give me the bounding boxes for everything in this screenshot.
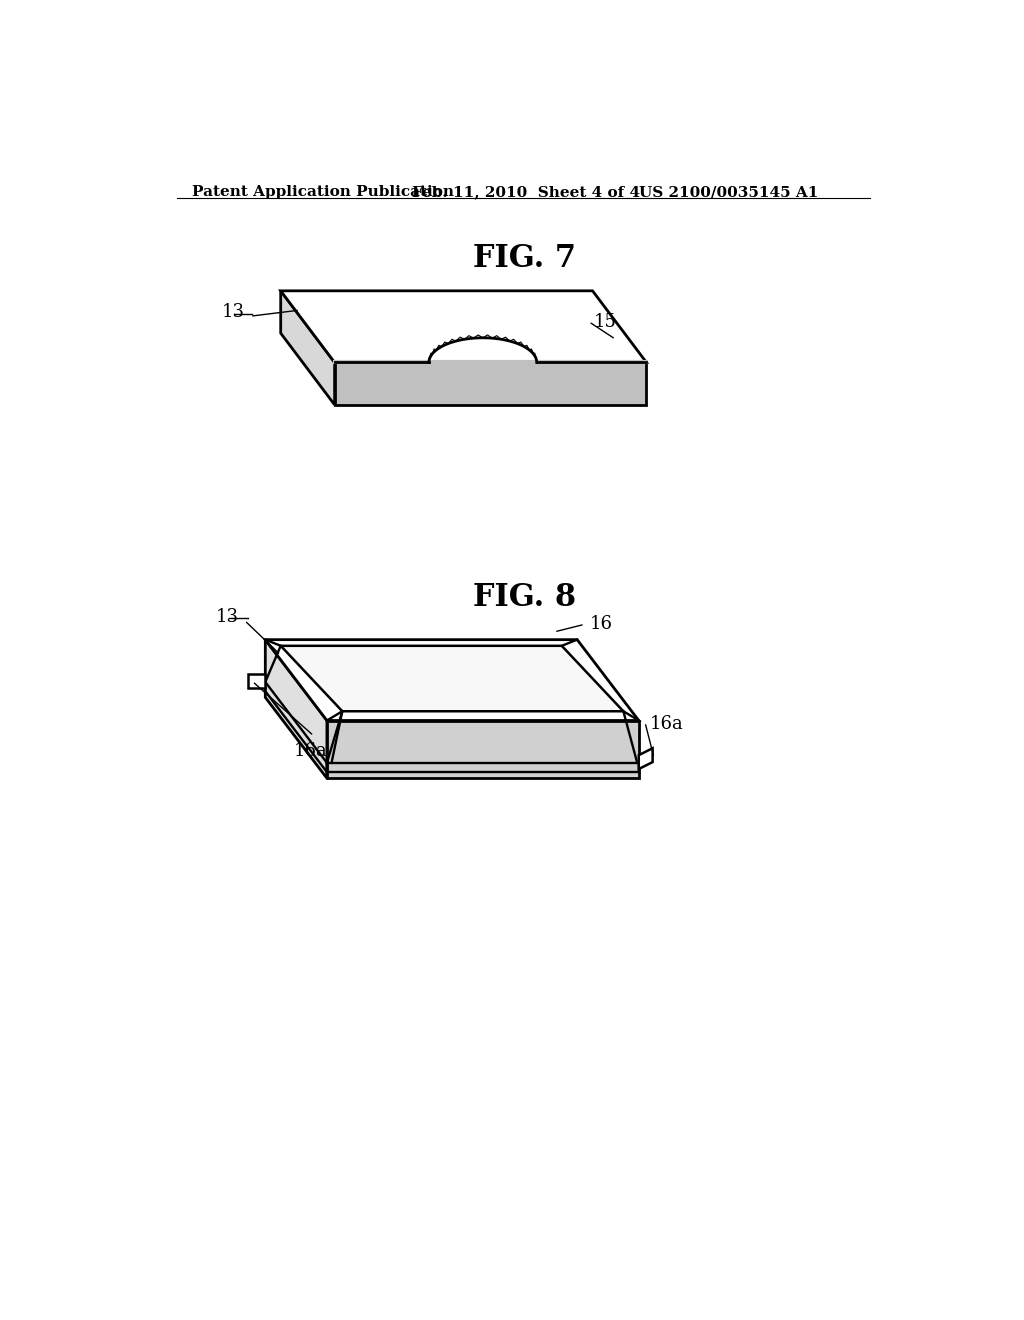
Text: 16: 16 <box>590 615 612 634</box>
Polygon shape <box>335 363 646 405</box>
Polygon shape <box>281 645 624 711</box>
Polygon shape <box>281 290 335 405</box>
Text: Patent Application Publication: Patent Application Publication <box>193 185 455 199</box>
Polygon shape <box>281 290 646 363</box>
Polygon shape <box>327 721 639 779</box>
Text: FIG. 8: FIG. 8 <box>473 582 577 612</box>
Text: Feb. 11, 2010  Sheet 4 of 4: Feb. 11, 2010 Sheet 4 of 4 <box>412 185 640 199</box>
Text: 16a: 16a <box>649 715 683 734</box>
Text: 13: 13 <box>221 304 245 321</box>
Text: US 2100/0035145 A1: US 2100/0035145 A1 <box>639 185 818 199</box>
Polygon shape <box>265 640 327 779</box>
Text: FIG. 7: FIG. 7 <box>473 243 577 275</box>
Polygon shape <box>639 748 652 770</box>
Text: 13: 13 <box>215 607 239 626</box>
Text: 15: 15 <box>594 313 617 330</box>
Text: 16a: 16a <box>294 742 328 760</box>
Polygon shape <box>249 675 265 688</box>
Polygon shape <box>265 640 639 721</box>
